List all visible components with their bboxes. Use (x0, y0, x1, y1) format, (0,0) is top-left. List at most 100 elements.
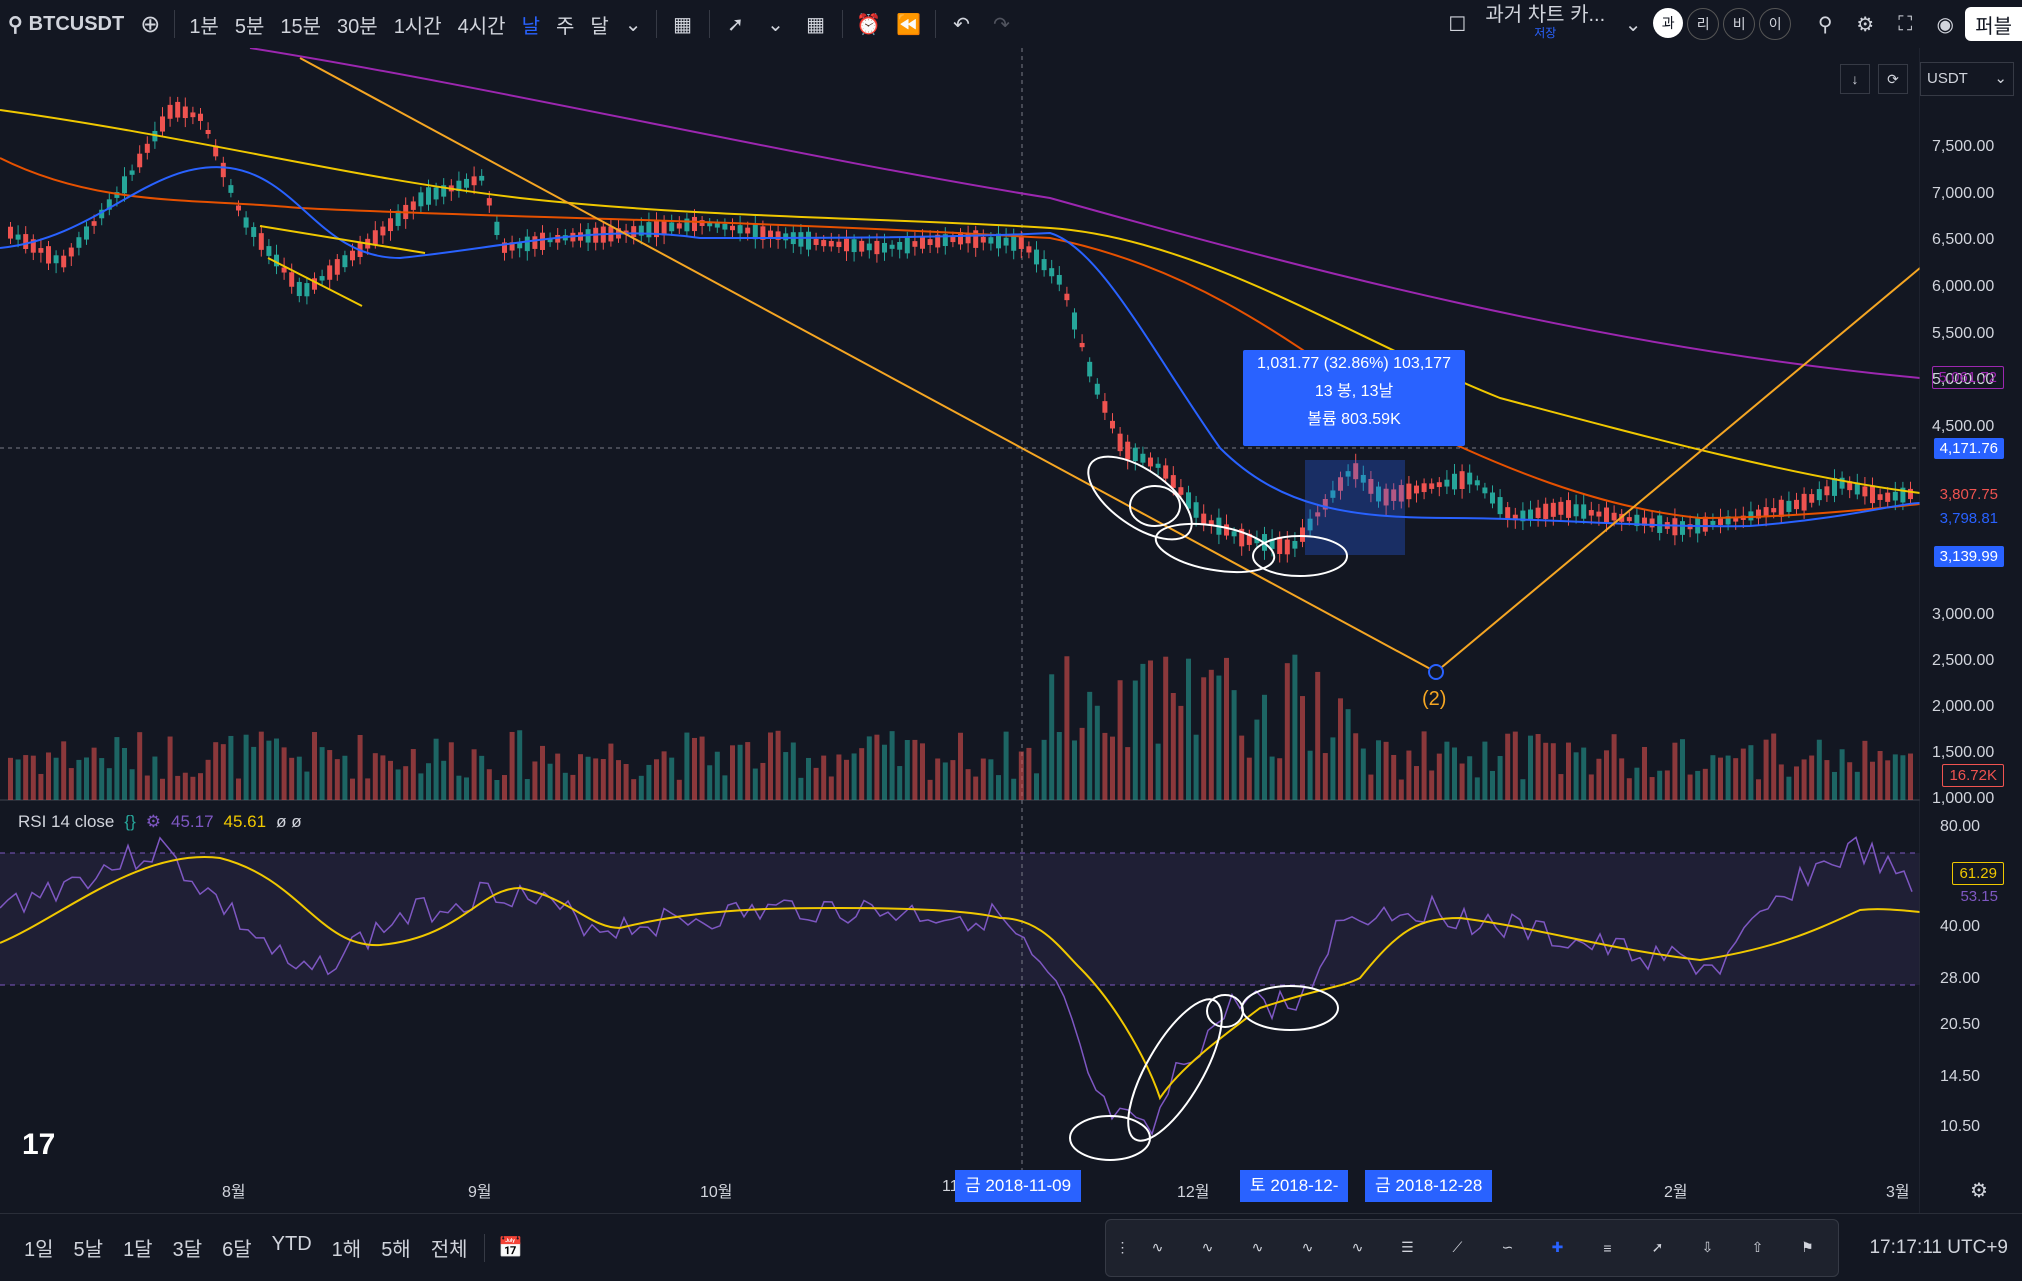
avatar[interactable]: 리 (1687, 8, 1720, 40)
candle (1588, 510, 1594, 516)
candle (1376, 486, 1381, 502)
drag-handle-icon[interactable]: ⋮ (1115, 1239, 1130, 1255)
flag-icon[interactable]: ⚑ (1801, 1239, 1814, 1255)
range-ytd[interactable]: YTD (271, 1233, 312, 1255)
volume-bar (570, 774, 576, 800)
range-6m[interactable]: 6달 (222, 1239, 252, 1261)
volume-bar (395, 769, 401, 800)
avatar[interactable]: 과 (1653, 8, 1684, 38)
interval-day[interactable]: 날 (521, 15, 540, 38)
settings-icon[interactable]: ⚙ (145, 812, 161, 831)
refresh-icon[interactable]: ⟳ (1878, 64, 1908, 94)
camera-icon[interactable]: ◉ (1936, 13, 1954, 36)
settings-icon[interactable]: ⚙ (1970, 1180, 1988, 1202)
elliott-wave-ae-icon[interactable]: ∿ (1251, 1239, 1264, 1255)
candle (1292, 540, 1298, 549)
interval-1m[interactable]: 1분 (189, 15, 219, 38)
volume-bar (1201, 677, 1207, 800)
currency-select[interactable]: USDT ⌄ (1920, 62, 2014, 96)
volume-bar (471, 749, 477, 800)
range-5d[interactable]: 5날 (73, 1239, 104, 1261)
range-1y[interactable]: 1해 (331, 1239, 362, 1261)
chevron-down-icon[interactable]: ⌄ (624, 13, 642, 36)
chevron-down-icon[interactable]: ⌄ (1624, 13, 1642, 36)
arrow-up-icon[interactable]: ⇧ (1751, 1239, 1764, 1255)
symbol-search[interactable]: ⚲ BTCUSDT (0, 4, 132, 44)
candle (1231, 531, 1237, 537)
settings-icon[interactable]: ⚙ (1856, 13, 1875, 36)
fullscreen-icon[interactable]: ⛶ (1898, 12, 1913, 35)
clock[interactable]: 17:17:11 UTC+9 (1869, 1236, 2008, 1258)
volume-bar (532, 761, 538, 800)
redo-icon[interactable]: ↷ (993, 13, 1010, 36)
avatar[interactable]: 이 (1759, 8, 1792, 40)
layout-grid-icon[interactable]: ▦ (806, 13, 825, 36)
layout-title[interactable]: 과거 차트 카... 저장 (1477, 4, 1613, 44)
interval-5m[interactable]: 5분 (234, 15, 265, 38)
chevron-down-icon[interactable]: ⌄ (767, 13, 784, 36)
chart-area[interactable]: 1,031.77 (32.86%) 103,177 13 봉, 13날 볼륨 8… (0, 48, 1920, 1213)
volume-bar (1870, 761, 1875, 800)
candle (1680, 521, 1685, 535)
publish-button[interactable]: 퍼블 (1965, 7, 2022, 41)
candle (1816, 489, 1822, 501)
divider (708, 10, 710, 38)
volume-bar (198, 773, 203, 800)
tradingview-logo[interactable]: 17 (22, 1128, 56, 1161)
horizontal-lines-icon[interactable]: ☰ (1401, 1239, 1414, 1255)
trendline-icon[interactable]: ⟋ (1452, 1239, 1463, 1255)
candle (806, 231, 811, 250)
interval-30m[interactable]: 30분 (337, 15, 378, 38)
volume-bar (167, 736, 173, 800)
candle (1246, 533, 1252, 545)
interval-month[interactable]: 달 (590, 15, 609, 38)
candle (897, 241, 903, 250)
interval-1h[interactable]: 1시간 (393, 15, 442, 38)
candle (1148, 457, 1153, 467)
volume-bar (1550, 743, 1556, 800)
volume-bar (1322, 753, 1328, 800)
interval-4h[interactable]: 4시간 (457, 15, 506, 38)
layout-checkbox-icon[interactable]: ☐ (1448, 13, 1467, 36)
candle (980, 236, 986, 243)
fib-icon[interactable]: ≡ (1603, 1239, 1612, 1256)
brush-icon[interactable]: ∽ (1501, 1239, 1514, 1255)
range-all[interactable]: 전체 (430, 1239, 468, 1261)
avatar[interactable]: 비 (1723, 8, 1756, 40)
crosshair-date-tag: 금 2018-11-09 (955, 1170, 1082, 1202)
alert-icon[interactable]: ⏰ (856, 13, 881, 36)
replay-icon[interactable]: ⏪ (896, 13, 921, 36)
candle (707, 222, 713, 227)
elliott-wave-wy-icon[interactable]: ∿ (1301, 1239, 1314, 1255)
crosshair-icon[interactable]: ✚ (1551, 1239, 1564, 1255)
quick-search-icon[interactable]: ⚲ (1817, 13, 1833, 36)
undo-icon[interactable]: ↶ (953, 13, 970, 36)
ray-icon[interactable]: ➚ (1651, 1239, 1664, 1255)
range-3m[interactable]: 3달 (172, 1239, 203, 1261)
elliott-wave-15-icon[interactable]: ∿ (1151, 1239, 1164, 1255)
interval-week[interactable]: 주 (555, 15, 575, 38)
price-tag-blue: 3,798.81 (1939, 510, 1998, 527)
range-1d[interactable]: 1일 (24, 1239, 54, 1261)
x-axis-label: 10월 (700, 1184, 733, 1201)
volume-bar (980, 758, 986, 800)
range-start-tag: 토 2018-12- (1240, 1170, 1349, 1202)
calendar-icon[interactable]: 📅 (498, 1237, 523, 1259)
price-chart[interactable] (0, 48, 1920, 1213)
elliott-wave-ac-icon[interactable]: ∿ (1201, 1239, 1214, 1255)
range-5y[interactable]: 5해 (381, 1239, 411, 1261)
price-axis[interactable]: ↓ ⟳ USDT ⌄ 7,500.00 7,000.00 6,500.00 6,000… (1840, 48, 2022, 1213)
volume-bar (844, 759, 849, 800)
candle (68, 247, 74, 257)
range-1m[interactable]: 1달 (123, 1239, 153, 1261)
add-symbol-button[interactable]: ⊕ (132, 4, 168, 44)
volume-bar (106, 768, 112, 800)
scale-down-icon[interactable]: ↓ (1840, 64, 1870, 94)
candle (190, 112, 196, 118)
elliott-wave-wz-icon[interactable]: ∿ (1351, 1239, 1364, 1255)
interval-15m[interactable]: 15분 (280, 15, 322, 38)
code-icon[interactable]: {} (124, 812, 136, 831)
indicators-icon[interactable]: ➚ (727, 13, 744, 36)
candles-icon[interactable]: ▦ (673, 13, 692, 36)
arrow-down-icon[interactable]: ⇩ (1701, 1239, 1714, 1255)
